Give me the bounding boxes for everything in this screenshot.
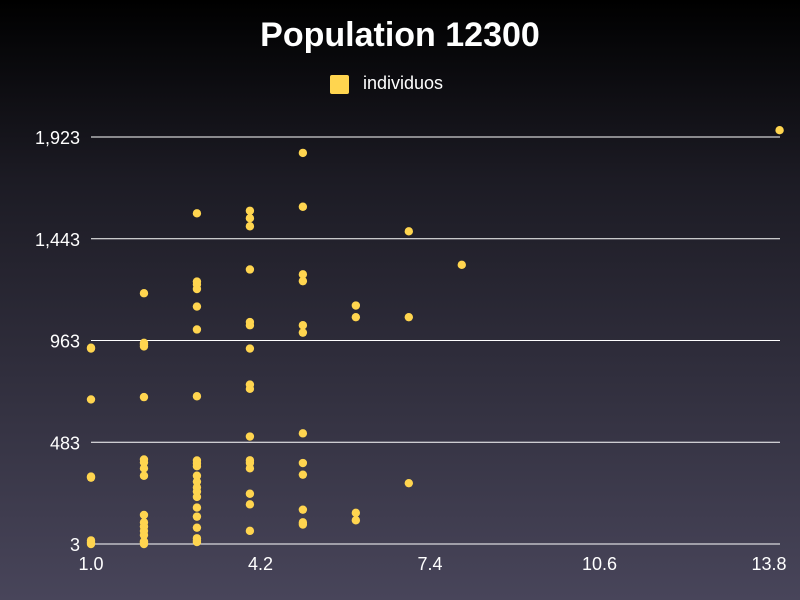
- data-point: [86, 539, 96, 549]
- data-point: [457, 260, 466, 270]
- data-point: [245, 380, 255, 389]
- data-point: [245, 206, 255, 215]
- data-point: [245, 344, 255, 353]
- data-point: [192, 523, 202, 532]
- data-point: [139, 518, 149, 527]
- data-point: [351, 508, 361, 518]
- legend: individuos: [330, 73, 443, 94]
- data-point: [139, 338, 149, 348]
- x-tick-label: 13.8: [751, 554, 786, 574]
- gridlines: [91, 136, 780, 545]
- x-axis-ticks: 1.0 4.2 7.4 10.6 13.8: [78, 554, 786, 574]
- data-point: [192, 325, 202, 334]
- data-point: [139, 471, 149, 480]
- data-point: [192, 512, 202, 521]
- data-point: [404, 227, 414, 236]
- y-tick-label: 1,923: [35, 128, 80, 148]
- y-axis-ticks: 3 483 963 1,443 1,923: [35, 128, 80, 555]
- data-point: [139, 289, 149, 298]
- chart-title: Population 12300: [260, 16, 540, 54]
- data-point: [86, 343, 96, 352]
- data-point: [298, 328, 308, 337]
- data-point: [245, 500, 255, 509]
- data-point: [139, 537, 149, 546]
- data-point: [298, 202, 308, 211]
- data-point: [298, 518, 308, 527]
- data-point: [298, 276, 308, 286]
- data-point: [245, 456, 255, 465]
- data-point: [86, 395, 96, 404]
- data-point: [404, 312, 414, 322]
- data-point: [245, 213, 255, 223]
- y-tick-label: 1,443: [35, 230, 80, 250]
- data-point: [192, 471, 202, 480]
- data-point: [351, 301, 361, 310]
- data-point: [245, 222, 255, 231]
- data-point: [298, 148, 308, 158]
- data-point: [298, 458, 308, 468]
- data-point: [192, 477, 202, 486]
- data-point: [298, 429, 308, 438]
- y-tick-label: 3: [70, 535, 80, 555]
- data-point: [192, 456, 202, 465]
- data-point: [245, 265, 255, 274]
- legend-label: individuos: [363, 73, 443, 93]
- y-tick-label: 963: [50, 332, 80, 352]
- x-tick-label: 7.4: [417, 554, 442, 574]
- data-point: [139, 455, 149, 464]
- data-point: [192, 537, 202, 547]
- data-point: [298, 321, 308, 330]
- data-point: [192, 302, 202, 311]
- data-point: [245, 489, 255, 498]
- data-point: [139, 392, 149, 402]
- data-point: [298, 470, 308, 479]
- data-point: [298, 270, 308, 279]
- legend-swatch: [330, 75, 349, 94]
- data-point: [192, 503, 202, 512]
- data-point: [245, 432, 255, 441]
- data-point: [245, 526, 255, 536]
- data-point: [192, 277, 202, 286]
- data-point: [351, 516, 361, 525]
- data-point: [298, 505, 308, 514]
- data-point: [192, 392, 202, 401]
- x-tick-label: 1.0: [78, 554, 103, 574]
- data-point: [86, 472, 96, 481]
- data-point: [245, 317, 255, 327]
- data-points: [86, 126, 784, 549]
- data-point: [139, 464, 149, 473]
- y-tick-label: 483: [50, 433, 80, 453]
- data-point: [139, 510, 149, 520]
- x-tick-label: 4.2: [248, 554, 273, 574]
- x-tick-label: 10.6: [582, 554, 617, 574]
- data-point: [775, 126, 784, 135]
- data-point: [351, 312, 361, 322]
- data-point: [192, 209, 202, 218]
- data-point: [404, 478, 414, 488]
